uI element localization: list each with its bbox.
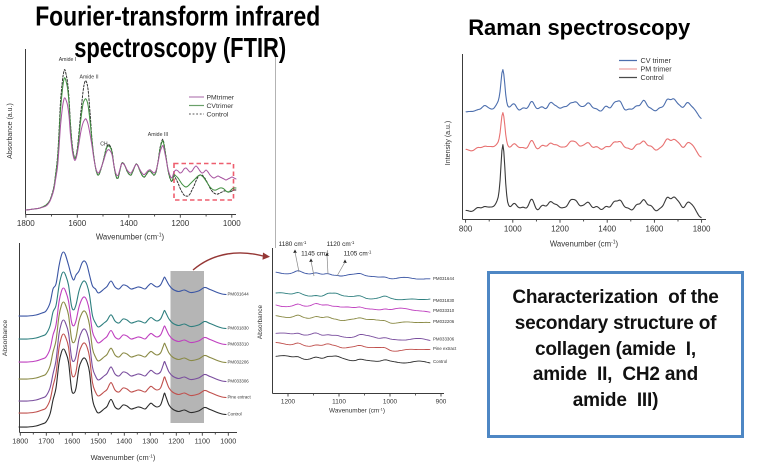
- svg-text:Amide III: Amide III: [148, 132, 168, 138]
- svg-text:PMtrimer: PMtrimer: [207, 95, 235, 102]
- svg-text:PM033310: PM033310: [228, 342, 250, 347]
- svg-text:Wavenumber (cm-1): Wavenumber (cm-1): [96, 233, 165, 242]
- svg-text:1000: 1000: [220, 437, 236, 446]
- svg-text:PM032206: PM032206: [228, 360, 250, 365]
- svg-text:1400: 1400: [120, 219, 138, 228]
- svg-text:1400: 1400: [116, 437, 132, 446]
- svg-text:900: 900: [436, 399, 447, 406]
- svg-text:1300: 1300: [142, 437, 158, 446]
- svg-text:1180 cm-1: 1180 cm-1: [279, 240, 307, 248]
- svg-text:Wavenumber (cm-1): Wavenumber (cm-1): [329, 406, 385, 414]
- svg-text:1800: 1800: [693, 225, 711, 234]
- svg-text:Absorbance (a.u.): Absorbance (a.u.): [7, 103, 14, 159]
- svg-text:1700: 1700: [38, 437, 54, 446]
- svg-text:Control: Control: [228, 412, 242, 417]
- svg-text:Control: Control: [641, 73, 665, 82]
- svg-text:Fourier-transform infrared: Fourier-transform infrared: [35, 1, 320, 32]
- svg-text:1400: 1400: [598, 225, 616, 234]
- svg-text:Amide II: Amide II: [79, 75, 98, 81]
- svg-text:PM033310: PM033310: [433, 308, 455, 313]
- svg-text:PM032206: PM032206: [433, 319, 455, 324]
- svg-text:Wavenumber (cm-1): Wavenumber (cm-1): [550, 240, 619, 249]
- svg-text:1200: 1200: [168, 437, 184, 446]
- svg-text:1600: 1600: [64, 437, 80, 446]
- svg-text:PM031644: PM031644: [228, 292, 250, 297]
- svg-text:1200: 1200: [171, 219, 189, 228]
- svg-text:PM031830: PM031830: [228, 326, 250, 331]
- svg-text:Control: Control: [433, 359, 447, 364]
- svg-text:1600: 1600: [68, 219, 86, 228]
- svg-text:Absorbance: Absorbance: [257, 305, 264, 340]
- svg-text:Pine extract: Pine extract: [228, 395, 252, 400]
- svg-text:PM trimer: PM trimer: [641, 65, 673, 74]
- svg-text:1100: 1100: [195, 437, 210, 446]
- svg-text:1200: 1200: [281, 399, 296, 406]
- svg-text:1145 cm-1: 1145 cm-1: [301, 249, 329, 257]
- svg-text:PM033306: PM033306: [433, 337, 455, 342]
- svg-text:1000: 1000: [383, 399, 398, 406]
- svg-text:PM033306: PM033306: [228, 379, 250, 384]
- svg-text:PM031644: PM031644: [433, 276, 455, 281]
- svg-text:Pine extract: Pine extract: [433, 346, 457, 351]
- svg-text:Raman spectroscopy: Raman spectroscopy: [468, 15, 690, 40]
- svg-text:Wavenumber (cm-1): Wavenumber (cm-1): [91, 453, 156, 462]
- svg-text:1000: 1000: [223, 219, 241, 228]
- svg-text:1600: 1600: [646, 225, 664, 234]
- svg-text:800: 800: [459, 225, 473, 234]
- svg-text:1100: 1100: [332, 399, 346, 406]
- svg-text:spectroscopy (FTIR): spectroscopy (FTIR): [74, 32, 286, 63]
- svg-text:CVtrimer: CVtrimer: [207, 103, 235, 110]
- svg-text:1800: 1800: [17, 219, 35, 228]
- svg-text:Amide I: Amide I: [59, 57, 77, 63]
- svg-text:Intensity (a.u.): Intensity (a.u.): [445, 121, 452, 165]
- svg-text:Absorbance: Absorbance: [2, 320, 9, 356]
- svg-text:1105 cm-1: 1105 cm-1: [344, 249, 372, 257]
- svg-text:PM031830: PM031830: [433, 298, 455, 303]
- svg-text:1200: 1200: [551, 225, 569, 234]
- svg-text:1000: 1000: [504, 225, 522, 234]
- svg-text:1800: 1800: [12, 437, 28, 446]
- svg-text:CH2: CH2: [100, 142, 110, 148]
- svg-text:CV trimer: CV trimer: [641, 56, 672, 65]
- svg-text:Control: Control: [207, 112, 229, 119]
- svg-text:1120 cm-1: 1120 cm-1: [327, 240, 355, 248]
- svg-text:1500: 1500: [90, 437, 106, 446]
